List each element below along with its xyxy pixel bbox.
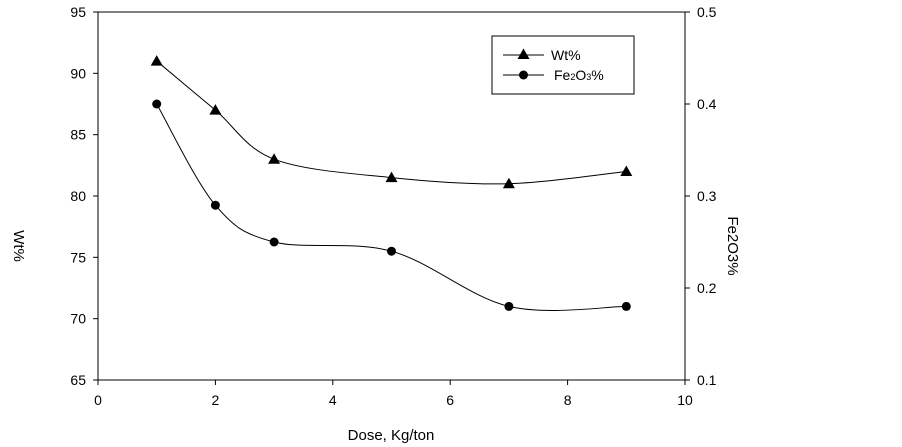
data-point-triangle: [150, 55, 163, 66]
y-tick-label: 75: [70, 249, 86, 265]
y-tick-label: 80: [70, 188, 86, 204]
data-point-circle: [387, 246, 396, 256]
y2-tick-label: 0.5: [697, 4, 717, 20]
y2-tick-label: 0.3: [697, 188, 717, 204]
data-point-triangle: [268, 153, 281, 164]
legend-circle-icon: [519, 70, 528, 80]
y-tick-label: 90: [70, 65, 86, 81]
legend-triangle-icon: [517, 48, 530, 59]
y-tick-label: 95: [70, 4, 86, 20]
y-axis-label: Wt%: [10, 230, 27, 262]
data-point-circle: [269, 237, 279, 247]
x-tick-label: 10: [677, 392, 693, 408]
y-tick-label: 65: [70, 372, 86, 388]
data-point-circle: [621, 301, 631, 311]
y2-axis-label: Fe2O3%: [724, 216, 741, 275]
series-group: [150, 55, 633, 311]
x-tick-label: 6: [446, 392, 454, 408]
data-point-circle: [504, 301, 514, 311]
x-axis-label: Dose, Kg/ton: [348, 427, 435, 444]
x-tick-label: 0: [94, 392, 102, 408]
legend-box: [491, 35, 635, 95]
legend-label-wt: Wt%: [551, 47, 581, 63]
y2-tick-label: 0.2: [697, 280, 717, 296]
data-point-triangle: [385, 171, 398, 183]
data-point-circle: [210, 200, 220, 210]
data-point-triangle: [209, 104, 222, 115]
legend: Wt% Fe2O3%: [491, 35, 635, 95]
data-point-triangle: [620, 165, 633, 176]
axes: 0 2 4 6 8 10 65 70 75 80 85 90 95 0.1 0.2 0.3 0.4 0.5: [70, 4, 716, 408]
y2-tick-label: 0.4: [697, 96, 717, 112]
data-point-triangle: [502, 177, 515, 189]
x-tick-label: 4: [329, 392, 337, 408]
series-line-fe2o3: [156, 103, 627, 311]
y2-tick-label: 0.1: [697, 372, 717, 388]
legend-label-fe: Fe2O3%: [554, 67, 604, 83]
data-point-circle: [152, 99, 162, 109]
y-tick-label: 85: [70, 127, 86, 143]
x-tick-label: 2: [212, 392, 220, 408]
y-tick-label: 70: [70, 311, 86, 327]
x-tick-label: 8: [564, 392, 572, 408]
